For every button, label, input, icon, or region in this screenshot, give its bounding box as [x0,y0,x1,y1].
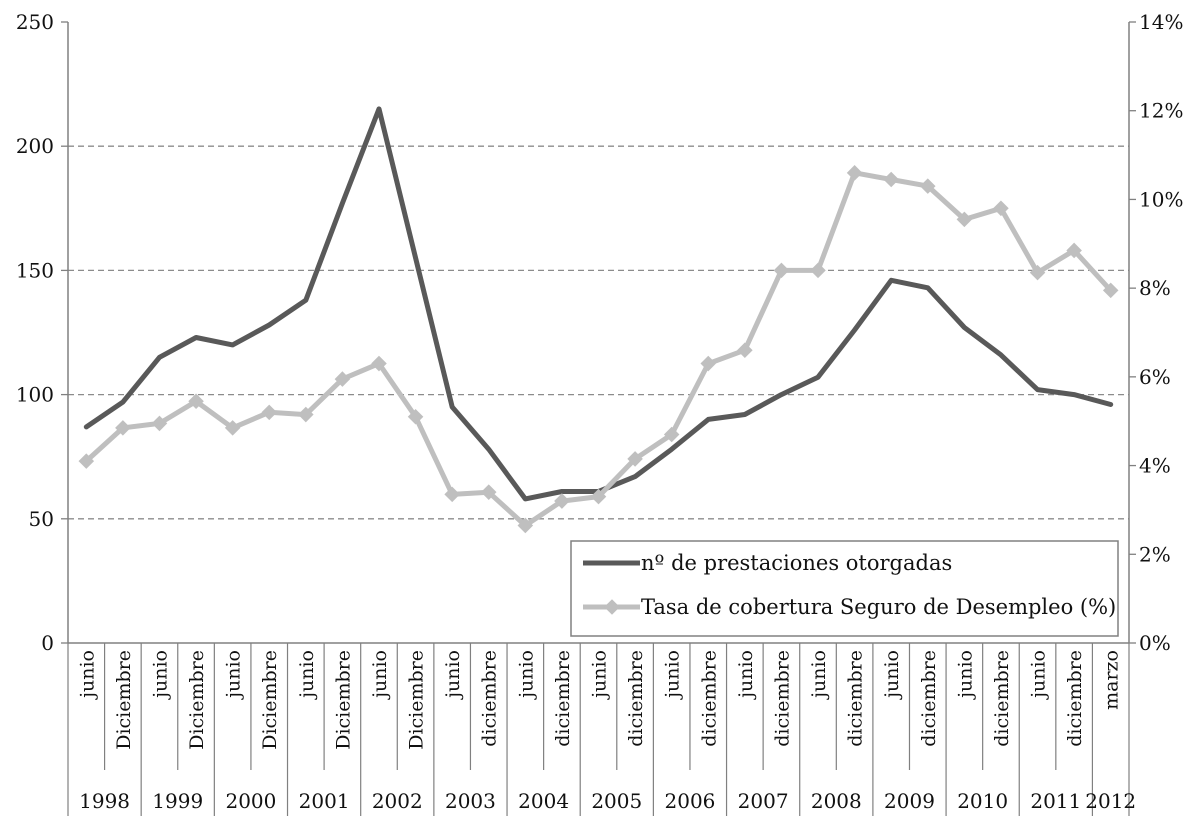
data-point-tasa [956,211,973,228]
data-point-tasa [810,262,826,279]
year-label: 2009 [884,789,935,813]
category-label: diciembre [552,650,574,747]
series-line-prestaciones [83,106,1114,502]
category-label: junio [589,650,611,700]
category-label: diciembre [1064,650,1086,747]
data-point-tasa [444,486,460,503]
series-lines [78,106,1119,534]
data-point-tasa [1029,264,1046,281]
right-tick-label: 2% [1139,542,1171,566]
axes [67,22,1130,770]
year-label: 2000 [225,789,276,813]
category-label: Diciembre [332,650,354,750]
category-label: junio [442,650,464,700]
year-label: 2004 [518,789,569,813]
data-point-tasa [517,517,534,534]
category-label: Diciembre [259,650,281,750]
category-label: junio [515,650,537,700]
left-tick-label: 200 [16,134,54,158]
legend-box [570,540,1119,637]
category-label: junio [881,650,903,700]
category-label: diciembre [845,650,867,747]
category-label: junio [1028,650,1050,700]
year-label: 2005 [591,789,642,813]
category-label: junio [954,650,976,700]
year-label: 2010 [957,789,1008,813]
left-tick-label: 150 [16,258,54,282]
data-point-tasa [773,262,790,279]
year-label: 2006 [665,789,716,813]
right-tick-label: 10% [1139,187,1183,211]
year-label: 2002 [372,789,423,813]
right-tick-label: 0% [1139,631,1171,655]
category-label: junio [735,650,757,700]
data-point-tasa [1066,242,1082,259]
right-tick-label: 8% [1139,276,1171,300]
legend-label-tasa: Tasa de cobertura Seguro de Desempleo (%… [641,595,1116,619]
year-label: 2007 [738,789,789,813]
category-label: diciembre [918,650,940,747]
category-label: Diciembre [113,650,135,750]
data-point-tasa [224,420,241,436]
year-label: 2011 [1030,789,1081,813]
category-label: diciembre [771,650,793,747]
data-point-tasa [737,342,753,359]
category-label: Diciembre [186,650,208,750]
series-line-tasa [83,170,1114,528]
right-tick-label: 12% [1139,99,1183,123]
category-label: junio [296,650,318,700]
category-label: diciembre [991,650,1013,747]
right-axis-ticks: 0% 2% 4% 6% 8% 10% 12% 14% [1129,10,1183,655]
right-tick-label: 4% [1139,454,1171,478]
category-label: diciembre [479,650,501,747]
year-label: 2008 [811,789,862,813]
gridlines [68,145,1129,520]
data-point-tasa [883,171,899,188]
category-label: junio [369,650,391,700]
category-label: junio [223,650,245,700]
category-label: junio [808,650,830,700]
year-labels: 1998 1999 2000 2001 2002 2003 2004 2005 2006 2007… [67,770,1136,816]
data-point-tasa [1102,282,1119,299]
category-labels: junio Diciembre junio Diciembre junio Diciemb… [76,650,1122,750]
year-label: 2012 [1085,789,1136,813]
legend-marker-tasa [604,599,620,615]
legend-label-prestaciones: nº de prestaciones otorgadas [641,551,952,575]
left-tick-label: 0 [41,631,54,655]
category-label: diciembre [625,650,647,747]
year-label: 2001 [299,789,350,813]
category-label: junio [76,650,98,700]
year-label: 1998 [79,789,130,813]
data-point-tasa [151,415,168,432]
left-tick-label: 100 [16,383,54,407]
category-label: junio [149,650,171,700]
right-tick-label: 6% [1139,365,1171,389]
left-tick-label: 50 [29,507,54,531]
category-label: diciembre [698,650,720,747]
right-tick-label: 14% [1139,10,1183,34]
data-point-tasa [261,404,278,421]
data-point-tasa [919,178,936,194]
data-point-tasa [188,393,204,410]
left-axis-ticks: 0 50 100 150 200 250 [16,10,68,655]
legend: nº de prestaciones otorgadas Tasa de cob… [570,540,1119,637]
category-label: Diciembre [406,650,428,750]
year-label: 1999 [152,789,203,813]
left-tick-label: 250 [16,10,54,34]
year-label: 2003 [445,789,496,813]
category-label: marzo [1101,650,1123,710]
category-label: junio [662,650,684,700]
data-point-tasa [993,200,1009,217]
data-point-tasa [846,165,863,181]
